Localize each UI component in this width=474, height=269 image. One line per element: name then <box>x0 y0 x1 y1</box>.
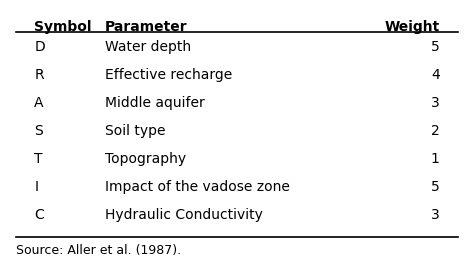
Text: 5: 5 <box>431 40 439 54</box>
Text: 3: 3 <box>431 96 439 110</box>
Text: R: R <box>35 68 44 82</box>
Text: 2: 2 <box>431 124 439 138</box>
Text: C: C <box>35 208 44 222</box>
Text: 3: 3 <box>431 208 439 222</box>
Text: Source: Aller et al. (1987).: Source: Aller et al. (1987). <box>16 244 181 257</box>
Text: Hydraulic Conductivity: Hydraulic Conductivity <box>105 208 263 222</box>
Text: T: T <box>35 152 43 166</box>
Text: I: I <box>35 180 38 194</box>
Text: Weight: Weight <box>384 20 439 34</box>
Text: Effective recharge: Effective recharge <box>105 68 232 82</box>
Text: A: A <box>35 96 44 110</box>
Text: Impact of the vadose zone: Impact of the vadose zone <box>105 180 290 194</box>
Text: D: D <box>35 40 45 54</box>
Text: 4: 4 <box>431 68 439 82</box>
Text: Symbol: Symbol <box>35 20 92 34</box>
Text: Topography: Topography <box>105 152 186 166</box>
Text: Middle aquifer: Middle aquifer <box>105 96 205 110</box>
Text: Parameter: Parameter <box>105 20 188 34</box>
Text: S: S <box>35 124 43 138</box>
Text: 5: 5 <box>431 180 439 194</box>
Text: Soil type: Soil type <box>105 124 165 138</box>
Text: Water depth: Water depth <box>105 40 191 54</box>
Text: 1: 1 <box>431 152 439 166</box>
